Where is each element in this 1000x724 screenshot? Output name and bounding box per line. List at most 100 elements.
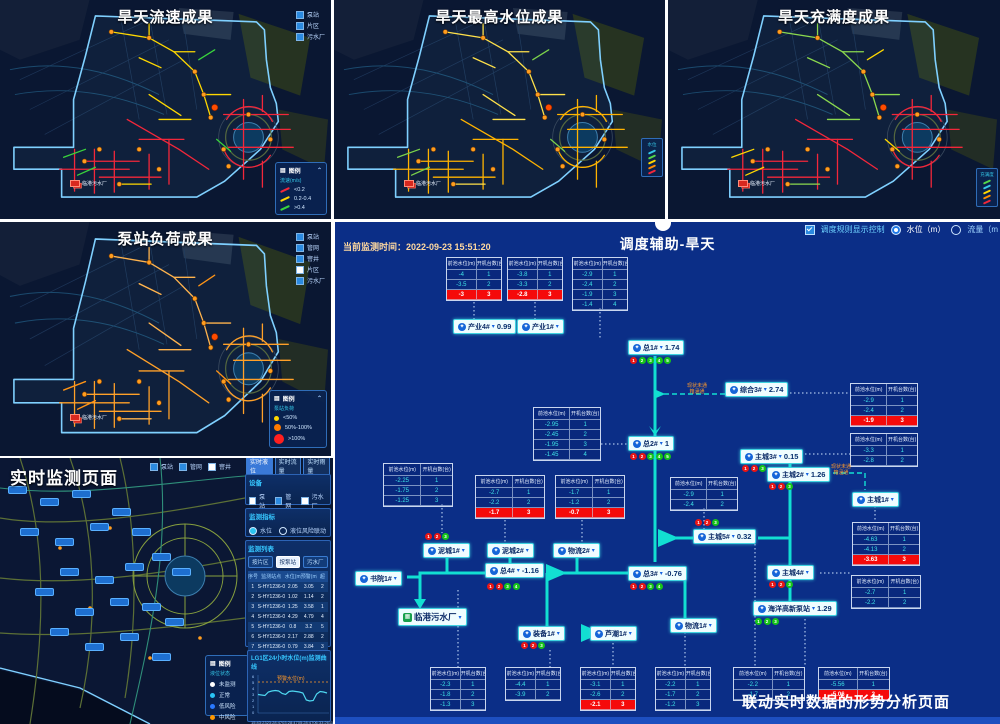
station-node-z1[interactable]: ✦ 总1# ▾ 1.74 <box>628 340 685 355</box>
layer-toggle[interactable]: 泵站 <box>295 232 325 241</box>
device-toggle[interactable]: 泵站 <box>249 492 269 510</box>
station-node-hy[interactable]: ✦ 海洋高新泵站 ▾ 1.29 <box>753 601 837 616</box>
level-marker-icon: ▾ <box>778 454 782 460</box>
station-chip[interactable] <box>132 528 151 536</box>
indicator-radio[interactable]: 液位风险联动 <box>279 526 326 535</box>
device-toggle[interactable]: 管网 <box>275 492 295 510</box>
rule-table: 前池水位(m) 开机台数(台) -2.9 1 -2.4 2 -1.9 3 <box>850 383 918 427</box>
map-layer-toggle[interactable]: 窨井 <box>208 462 231 471</box>
station-node-plant[interactable]: ▦ 临港污水厂 ▾ <box>398 608 467 626</box>
monitor-row[interactable]: 7S-HY1236-0070.793.843 <box>248 642 328 652</box>
water-level-radio[interactable] <box>890 224 901 235</box>
filter-button[interactable]: 污水厂 <box>303 556 328 568</box>
layer-toggle[interactable]: 污水厂 <box>295 32 325 41</box>
panel-dispatch-scheme: 当前监测时间：2022-09-23 15:51:20 调度辅助-旱天 调度规则显… <box>335 222 1000 724</box>
checkbox-icon <box>275 497 283 505</box>
station-node-zc4[interactable]: ✦ 主城4# ▾ <box>767 565 814 580</box>
plant-label: 临港污水厂 <box>82 415 108 421</box>
monitor-row[interactable]: 6S-HY1236-0062.172.882 <box>248 632 328 642</box>
station-node-zc2[interactable]: ✦ 主城2# ▾ 1.26 <box>767 467 831 482</box>
status-dot: 5 <box>664 453 671 460</box>
station-node-zc1[interactable]: ✦ 主城1# ▾ <box>852 492 899 507</box>
device-box: 设备 泵站 管网 污水厂 <box>245 474 331 510</box>
legend-item: <50% <box>274 415 322 421</box>
station-chip[interactable] <box>55 538 74 546</box>
level-marker-icon: ▾ <box>556 631 560 637</box>
collapse-icon[interactable]: ⌃ <box>316 396 322 402</box>
station-label: 泥城2# <box>502 547 524 555</box>
checkbox-icon <box>179 462 188 471</box>
station-node-zc3[interactable]: ✦ 主城3# ▾ 0.15 <box>740 449 804 464</box>
status-dot: 4 <box>655 357 663 364</box>
station-chip[interactable] <box>90 523 109 531</box>
station-chip[interactable] <box>165 618 184 626</box>
legend-item: 0.2-0.4 <box>280 195 322 203</box>
station-chip[interactable] <box>152 653 171 661</box>
station-node-wl2[interactable]: ✦ 物流2# ▾ <box>553 543 600 558</box>
station-node-nc1[interactable]: ✦ 泥城1# ▾ <box>423 543 470 558</box>
status-dot: 2 <box>529 642 537 649</box>
station-chip[interactable] <box>20 528 39 536</box>
filter-button[interactable]: 按泵站 <box>275 556 301 568</box>
station-chip[interactable] <box>50 628 69 636</box>
layer-toggle[interactable]: 片区 <box>295 21 325 30</box>
station-chip[interactable] <box>95 576 114 584</box>
station-node-cy4[interactable]: ✦ 产业4# ▾ 0.99 <box>453 319 517 334</box>
station-chip[interactable] <box>152 553 171 561</box>
monitor-row[interactable]: 3S-HY1236-0031.253.581 <box>248 602 328 612</box>
layer-toggle[interactable]: 管网 <box>295 243 325 252</box>
station-node-z2[interactable]: ✦ 总2# ▾ 1 <box>628 436 674 451</box>
station-node-zc5[interactable]: ✦ 主城5# ▾ 0.32 <box>693 529 757 544</box>
rule-table: 前池水位(m) 开机台数(台) -1.7 1 -1.2 2 -0.7 3 <box>555 475 625 519</box>
panel-realtime-monitor: 实时监测页面 泵站 管网 窨井 实时液位 实时流量 实时雨量 设备 泵站 管网 污水厂 监测… <box>0 458 333 724</box>
station-chip[interactable] <box>110 598 129 606</box>
station-chip[interactable] <box>40 498 59 506</box>
station-chip[interactable] <box>60 568 79 576</box>
station-node-zh3[interactable]: ✦ 综合3# ▾ 2.74 <box>725 382 789 397</box>
load-legend: ▤ 图例 ⌃ 泵站负荷 <50% 50%-100% >100% <box>269 390 327 448</box>
station-chip[interactable] <box>120 633 139 641</box>
station-node-lc1[interactable]: ✦ 芦潮1# ▾ <box>590 626 637 641</box>
station-node-wl1[interactable]: ✦ 物流1# ▾ <box>670 618 717 633</box>
flow-radio[interactable] <box>951 224 962 235</box>
layer-toggle[interactable]: 片区 <box>295 265 325 274</box>
pump-icon: ✦ <box>633 343 641 352</box>
legend-item: <0.2 <box>280 186 322 194</box>
panel-handle[interactable] <box>655 222 671 231</box>
station-chip[interactable] <box>8 486 27 494</box>
station-chip[interactable] <box>72 490 91 498</box>
device-toggle[interactable]: 污水厂 <box>301 492 327 510</box>
station-chip[interactable] <box>75 608 94 616</box>
layer-toggle[interactable]: 污水厂 <box>295 276 325 285</box>
collapse-icon[interactable]: ⌃ <box>316 168 322 174</box>
station-chip[interactable] <box>85 643 104 651</box>
checkbox-icon <box>208 462 217 471</box>
station-chip[interactable] <box>172 568 191 576</box>
station-node-nc2[interactable]: ✦ 泥城2# ▾ <box>487 543 534 558</box>
monitor-row[interactable]: 2S-HY1236-0021.021.142 <box>248 592 328 602</box>
map-layer-toggle[interactable]: 泵站 <box>150 462 173 471</box>
station-chip[interactable] <box>142 603 161 611</box>
station-node-z4[interactable]: ✦ 总4# ▾ -1.16 <box>485 563 544 578</box>
station-node-cy1[interactable]: ✦ 产业1# ▾ <box>517 319 564 334</box>
layer-toggle[interactable]: 窨井 <box>295 254 325 263</box>
map-layer-toggle[interactable]: 管网 <box>179 462 202 471</box>
checkbox-icon <box>295 32 304 41</box>
plant-icon <box>70 414 80 421</box>
station-chip[interactable] <box>112 508 131 516</box>
layer-toggle[interactable]: 泵站 <box>295 10 325 19</box>
status-dot: 1 <box>521 642 528 649</box>
indicator-radio[interactable]: 水位 <box>249 526 272 535</box>
level-marker-icon: ▾ <box>659 345 663 351</box>
monitor-table: 1S-HY1236-0012.053.0522S-HY1236-0021.021… <box>248 582 328 662</box>
station-node-z3[interactable]: ✦ 总3# ▾ -0.76 <box>628 566 687 581</box>
station-chip[interactable] <box>35 588 54 596</box>
rule-display-checkbox[interactable] <box>804 224 815 235</box>
station-node-sy1[interactable]: ✦ 书院1# ▾ <box>355 571 402 586</box>
station-chip[interactable] <box>125 563 144 571</box>
monitor-row[interactable]: 4S-HY1236-0044.294.794 <box>248 612 328 622</box>
monitor-row[interactable]: 1S-HY1236-0012.053.052 <box>248 582 328 592</box>
station-node-zb1[interactable]: ✦ 装备1# ▾ <box>518 626 565 641</box>
filter-button[interactable]: 按片区 <box>248 556 273 568</box>
monitor-row[interactable]: 5S-HY1236-0050.83.25 <box>248 622 328 632</box>
